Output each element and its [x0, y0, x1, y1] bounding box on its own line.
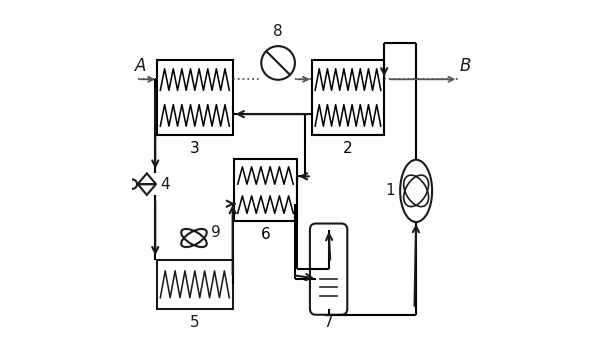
Text: 4: 4 [160, 177, 170, 192]
Text: 9: 9 [211, 225, 221, 240]
Text: 5: 5 [190, 315, 200, 330]
Text: A: A [135, 57, 146, 75]
Text: 8: 8 [274, 24, 283, 39]
Bar [157, 260, 233, 309]
Bar [312, 59, 384, 135]
Text: B: B [460, 57, 471, 75]
Text: 7: 7 [324, 315, 334, 330]
Bar [157, 59, 233, 135]
Text: 1: 1 [385, 184, 395, 198]
Text: 2: 2 [343, 141, 353, 156]
Text: 3: 3 [190, 141, 200, 156]
Bar [235, 159, 296, 221]
Text: 6: 6 [260, 227, 271, 242]
